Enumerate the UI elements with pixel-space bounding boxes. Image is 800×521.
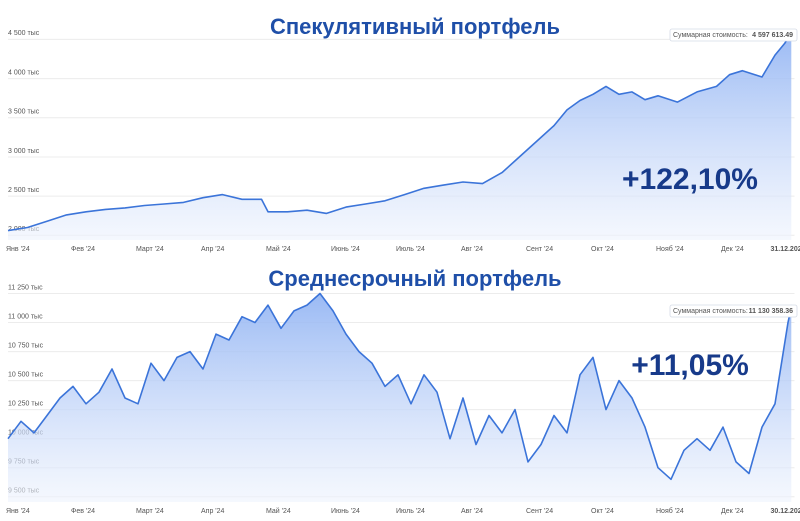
chart-title: Среднесрочный портфель	[268, 266, 561, 291]
y-tick-label: 11 000 тыс	[8, 313, 43, 320]
y-tick-label: 11 250 тыс	[8, 284, 43, 291]
y-tick-label: 10 750 тыс	[8, 342, 44, 349]
annotation: +11,05%	[631, 349, 749, 382]
x-tick-label: Март '24	[136, 508, 164, 515]
x-tick-label: Нояб '24	[656, 245, 684, 253]
x-tick-label: Июль '24	[396, 246, 425, 253]
y-tick-label: 4 500 тыс	[8, 30, 40, 37]
x-tick-label: Июнь '24	[331, 508, 360, 515]
tooltip-label: Суммарная стоимость:	[673, 32, 748, 39]
tooltip-box	[669, 304, 798, 318]
x-tick-label: Сент '24	[526, 508, 553, 515]
area-fill	[8, 293, 792, 502]
x-tick-label: Апр '24	[201, 246, 225, 253]
annotation: +122,10%	[622, 163, 758, 196]
line	[7, 31, 792, 232]
x-tick-label: Фев '24	[71, 508, 95, 515]
x-tick-label: Июль '24	[396, 508, 425, 515]
x-tick-label: Апр '24	[201, 508, 225, 515]
x-tick-label: Янв '24	[6, 246, 30, 253]
x-tick-label: Окт '24	[591, 246, 614, 253]
area-fill	[8, 31, 792, 240]
x-tick-label: Май '24	[266, 245, 291, 253]
tooltip-value: 11 130 358.36	[749, 308, 793, 315]
y-tick-label: 10 250 тыс	[8, 400, 44, 407]
x-tick-label: Март '24	[136, 246, 164, 253]
y-tick-label: 3 500 тыс	[8, 109, 40, 116]
x-tick-label: Май '24	[266, 507, 291, 515]
x-tick-label: Сент '24	[526, 246, 553, 253]
x-tick-label: Авг '24	[461, 246, 483, 253]
y-tick-label: 3 000 тыс	[8, 148, 40, 155]
x-tick-label: Фев '24	[71, 246, 95, 253]
tooltip-value: 4 597 613.49	[752, 32, 793, 39]
x-tick-label: Дек '24	[721, 508, 744, 515]
y-tick-label: 2 500 тыс	[8, 187, 40, 194]
chart-title: Спекулятивный портфель	[270, 14, 560, 39]
tooltip-box	[669, 28, 798, 42]
line	[7, 292, 793, 481]
tooltip-label: Суммарная стоимость:	[673, 308, 748, 315]
x-tick-label: Июнь '24	[331, 246, 360, 253]
x-tick-label: Дек '24	[721, 246, 744, 253]
x-tick-label: Окт '24	[591, 508, 614, 515]
y-tick-label: 4 000 тыс	[8, 69, 40, 76]
x-tick-label: Янв '24	[6, 508, 30, 515]
y-tick-label: 10 500 тыс	[8, 371, 44, 378]
x-tick-label: Авг '24	[461, 508, 483, 515]
x-tick-label: Нояб '24	[656, 507, 684, 515]
